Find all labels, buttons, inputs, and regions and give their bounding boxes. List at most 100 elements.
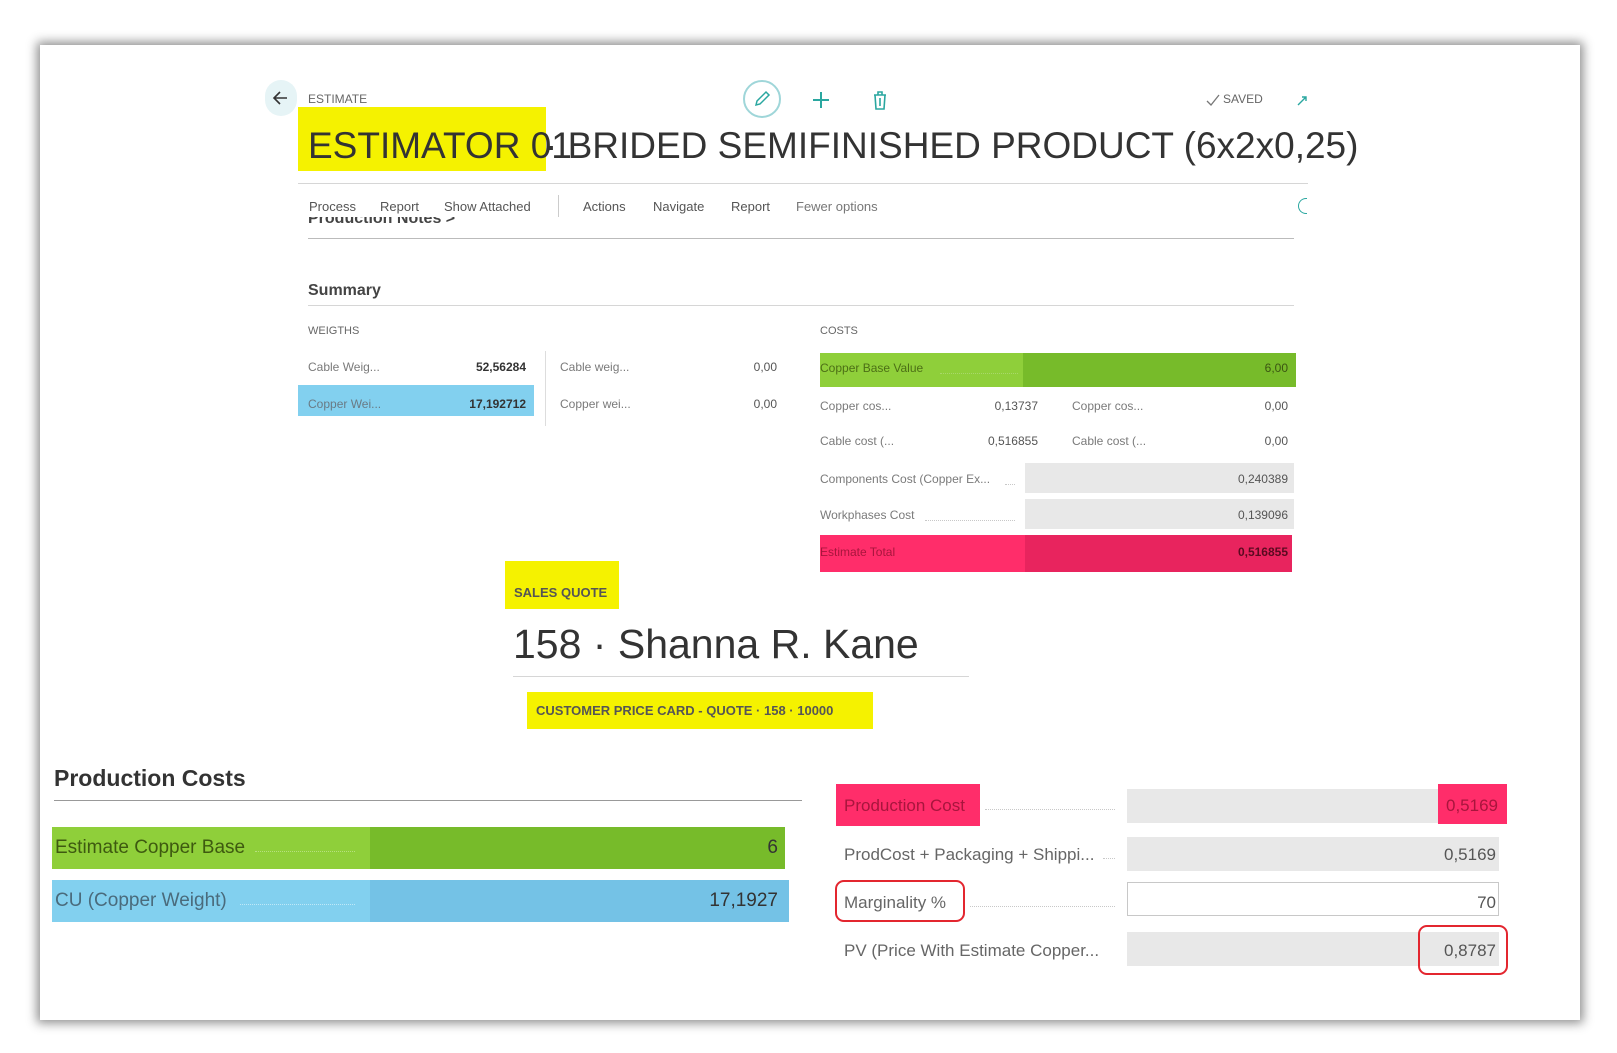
cable-cost-value: 0,516855 [987,434,1038,448]
components-cost-label: Components Cost (Copper Ex... [820,472,991,486]
check-icon [1206,94,1220,106]
estimate-copper-base-row [52,827,785,869]
action-bar-separator [558,195,559,217]
action-bar-top-divider [298,183,1308,184]
prodcost-packaging-leader [1103,858,1115,859]
cu-weight-value: 17,1927 [709,890,778,911]
pv-field [1127,932,1499,966]
marginality-input[interactable] [1127,882,1499,916]
cu-weight-leader [240,904,355,905]
copper-cost-2-label: Copper cos... [1072,399,1144,413]
production-cost-label: Production Cost [844,796,965,815]
workphases-cost-value: 0,139096 [1237,508,1288,522]
production-cost-label-box [836,784,980,826]
cable-weight-2-value: 0,00 [753,360,777,374]
back-button[interactable] [265,80,297,116]
estimate-copper-base-leader [255,851,355,852]
cu-weight-row [52,880,789,922]
estimate-total-fill [1025,535,1292,572]
sales-quote-divider [513,676,969,677]
production-cost-value: 0,5169 [1446,796,1498,815]
delete-button[interactable] [869,87,891,113]
components-cost-field [1025,463,1294,493]
weights-column-divider [545,351,546,426]
title-highlight-box [298,107,546,171]
entity-caption: ESTIMATE [308,92,368,106]
copper-weight-value: 17,192712 [469,397,526,411]
action-actions[interactable]: Actions [583,199,626,214]
copper-base-value-fill [1023,353,1296,387]
saved-label: SAVED [1223,92,1263,106]
sales-quote-title: 158 · Shanna R. Kane [513,621,919,667]
copper-weight-2-label: Copper wei... [560,397,631,411]
plus-icon [813,92,829,108]
prodcost-packaging-label: ProdCost + Packaging + Shippi... [844,845,1095,864]
copper-base-leader [940,373,1018,374]
sales-quote-caption-box [505,561,619,609]
page-title-primary: ESTIMATOR 01 [308,125,572,166]
prodcost-packaging-field [1127,837,1499,871]
cu-weight-label: CU (Copper Weight) [55,890,227,911]
production-cost-leader [985,809,1115,810]
cable-cost-label: Cable cost (... [820,434,895,448]
arrow-left-icon [272,91,287,105]
copper-weight-label: Copper Wei... [308,397,382,411]
prodcost-packaging-value: 0,5169 [1444,845,1496,864]
cable-weight-2-label: Cable weig... [560,360,630,374]
copper-base-value: 6,00 [1264,361,1288,375]
pv-label: PV (Price With Estimate Copper... [844,941,1100,960]
arrow-out-icon [1297,96,1307,106]
pv-value-callout [1418,925,1508,975]
estimate-copper-base-label: Estimate Copper Base [55,837,246,858]
estimate-copper-base-value: 6 [767,837,778,858]
cable-cost-2-label: Cable cost (... [1072,434,1147,448]
production-costs-heading: Production Costs [54,765,246,791]
weights-group-label: WEIGTHS [308,325,360,337]
components-cost-leader [1005,484,1015,485]
costs-group-label: COSTS [820,325,858,337]
action-show-attached[interactable]: Show Attached [444,199,531,214]
copper-cost-2-value: 0,00 [1264,399,1288,413]
components-cost-value: 0,240389 [1237,472,1288,486]
copper-cost-label: Copper cos... [820,399,892,413]
cable-cost-2-value: 0,00 [1264,434,1288,448]
screenshot-frame: ESTIMATE SAVED ESTIMATOR 01 · BRIDED SEM… [40,45,1580,1020]
marginality-value: 70 [1477,893,1496,912]
cu-weight-field [370,880,789,922]
workphases-cost-leader [925,520,1015,521]
workphases-cost-label: Workphases Cost [820,508,915,522]
copper-weight-highlight [298,385,534,416]
action-report[interactable]: Report [380,199,420,214]
production-notes-divider [308,238,1294,239]
price-card-box [527,692,873,729]
marginality-leader [970,906,1115,907]
summary-divider [308,305,1294,306]
pencil-icon [754,90,771,107]
summary-heading: Summary [308,282,381,299]
production-costs-divider [54,800,802,801]
action-fewer-options[interactable]: Fewer options [796,199,878,214]
copper-weight-2-value: 0,00 [753,397,777,411]
price-card-caption: CUSTOMER PRICE CARD - QUOTE · 158 · 1000… [536,703,834,718]
action-report-2[interactable]: Report [731,199,771,214]
production-cost-value-box [1438,784,1507,824]
copper-base-value-label: Copper Base Value [820,361,924,375]
marginality-label-callout [835,880,965,922]
cable-weight-label: Cable Weig... [308,360,380,374]
add-button[interactable] [808,87,834,113]
sales-quote-caption: SALES QUOTE [514,585,608,600]
estimate-total-label: Estimate Total [820,545,896,559]
search-icon[interactable] [1298,198,1307,214]
estimate-total-row [820,535,1292,572]
estimate-copper-base-field [370,827,785,869]
pv-value: 0,8787 [1444,941,1496,960]
cable-weight-value: 52,56284 [475,360,526,374]
marginality-label: Marginality % [844,893,947,912]
action-process[interactable]: Process [309,199,356,214]
page-title-rest: · BRIDED SEMIFINISHED PRODUCT (6x2x0,25) [545,125,1359,166]
copper-cost-value: 0,13737 [994,399,1038,413]
edit-button[interactable] [743,80,781,118]
estimate-total-value: 0,516855 [1237,545,1288,559]
expand-button[interactable] [1294,93,1310,109]
action-navigate[interactable]: Navigate [653,199,705,214]
